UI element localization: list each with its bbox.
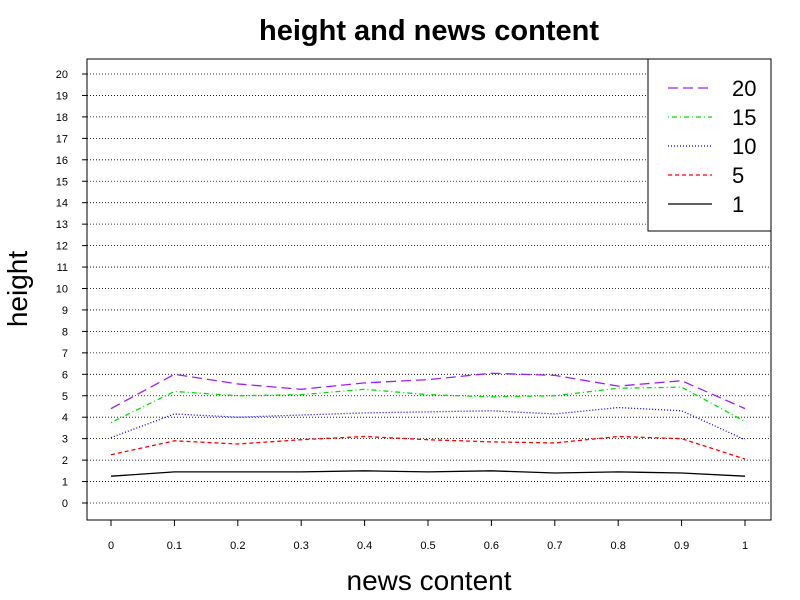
x-tick-label: 0 [108,540,114,552]
y-tick-label: 2 [62,455,68,467]
y-tick-label: 18 [56,112,68,124]
y-tick-label: 16 [56,155,68,167]
x-tick-label: 0.5 [420,540,435,552]
y-tick-label: 9 [62,305,68,317]
legend-label-20: 20 [732,76,756,101]
y-tick-label: 0 [62,498,68,510]
y-tick-label: 8 [62,326,68,338]
x-axis: 0 0.1 0.2 0.3 0.4 0.5 0.6 0.7 0.8 0.9 1 [108,520,748,552]
series-line-10 [110,406,746,441]
y-tick-label: 4 [62,412,68,424]
legend-label-5: 5 [732,163,744,188]
y-tick-label: 10 [56,284,68,296]
x-axis-label: news content [347,565,512,596]
x-tick-label: 1 [742,540,748,552]
series-line-15 [110,386,746,424]
y-axis-label: height [2,251,33,328]
y-tick-label: 15 [56,176,68,188]
x-tick-label: 0.4 [357,540,372,552]
x-tick-label: 0.8 [611,540,626,552]
y-tick-label: 19 [56,90,68,102]
x-tick-label: 0.9 [674,540,689,552]
y-tick-label: 1 [62,477,68,489]
series-line-1 [110,470,746,477]
series-line-20 [110,372,746,410]
plot-area-border [86,58,772,521]
series-line-5 [110,435,746,460]
legend-label-10: 10 [732,134,756,159]
x-tick-label: 0.2 [230,540,245,552]
y-tick-label: 3 [62,434,68,446]
x-tick-label: 0.7 [547,540,562,552]
y-tick-label: 17 [56,133,68,145]
y-tick-label: 5 [62,391,68,403]
x-tick-label: 0.1 [167,540,182,552]
x-tick-label: 0.3 [294,540,309,552]
legend-label-1: 1 [732,192,744,217]
y-tick-label: 11 [57,262,68,274]
y-tick-label: 12 [56,241,68,253]
legend-label-15: 15 [732,105,756,130]
y-tick-label: 6 [62,369,68,381]
y-tick-label: 13 [56,219,68,231]
y-tick-label: 14 [56,198,68,210]
y-tick-label: 7 [62,348,68,360]
x-tick-label: 0.6 [484,540,499,552]
series-lines [110,372,746,477]
chart-title: height and news content [259,15,599,47]
y-tick-label: 20 [56,69,68,81]
legend: 20 15 10 5 1 [647,58,772,232]
